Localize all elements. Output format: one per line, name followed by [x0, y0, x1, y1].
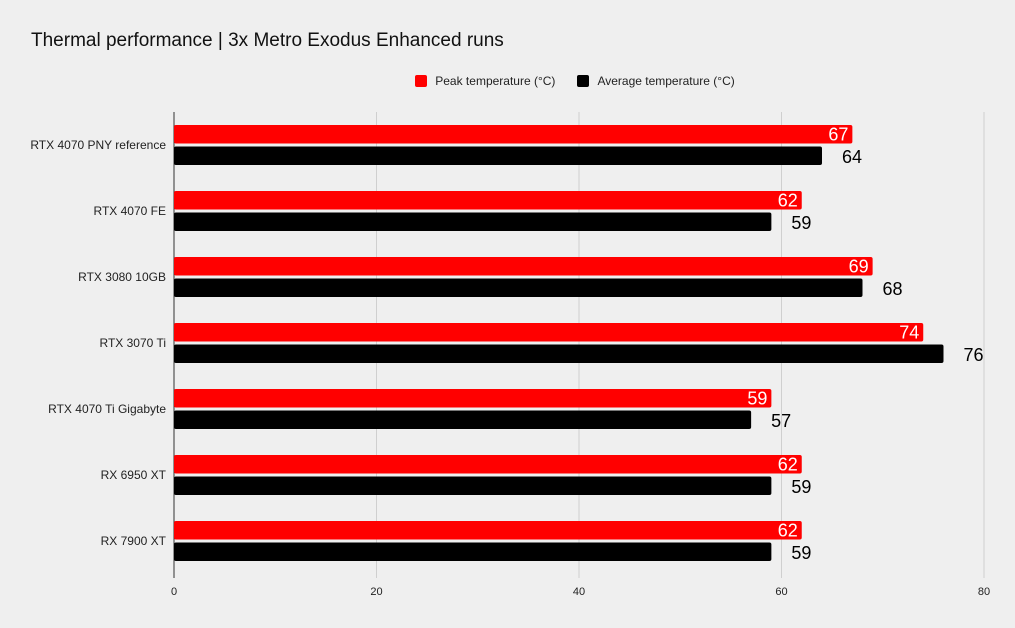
data-label-average: 59 [791, 477, 811, 497]
bar-average [174, 212, 772, 231]
data-label-average: 59 [791, 213, 811, 233]
data-label-average: 68 [883, 279, 903, 299]
legend-swatch-average [577, 75, 590, 87]
data-label-peak: 67 [828, 125, 848, 145]
bar-average [174, 410, 752, 429]
x-tick-label: 40 [573, 586, 585, 598]
data-label-peak: 62 [778, 455, 798, 475]
y-category-label: RTX 3080 10GB [78, 270, 166, 284]
bar-average [174, 344, 944, 363]
data-label-peak: 62 [778, 191, 798, 211]
x-tick-label: 20 [370, 586, 382, 598]
data-label-average: 59 [791, 543, 811, 563]
data-label-peak: 59 [747, 389, 767, 409]
y-category-label: RTX 4070 Ti Gigabyte [48, 402, 166, 416]
data-label-peak: 62 [778, 521, 798, 541]
legend: Peak temperature (°C) Average temperatur… [0, 74, 1015, 88]
data-label-average: 64 [842, 147, 862, 167]
x-tick-label: 80 [978, 586, 990, 598]
legend-item-peak: Peak temperature (°C) [280, 74, 555, 88]
bar-average [174, 476, 772, 495]
data-label-peak: 74 [899, 323, 919, 343]
bar-peak [174, 455, 802, 474]
bar-average [174, 278, 863, 297]
data-label-average: 76 [964, 345, 984, 365]
legend-label-peak: Peak temperature (°C) [435, 74, 556, 88]
legend-label-average: Average temperature (°C) [597, 74, 735, 88]
bar-average [174, 542, 772, 561]
bar-peak [174, 323, 924, 342]
bar-peak [174, 521, 802, 540]
y-category-label: RTX 4070 FE [94, 204, 166, 218]
bar-peak [174, 191, 802, 210]
y-category-label: RTX 3070 Ti [100, 336, 166, 350]
bar-average [174, 146, 822, 165]
x-tick-label: 0 [171, 586, 177, 598]
legend-swatch-peak [415, 75, 428, 87]
data-label-peak: 69 [849, 257, 869, 277]
bar-peak [174, 125, 853, 144]
chart-title: Thermal performance | 3x Metro Exodus En… [31, 30, 504, 51]
x-tick-label: 60 [775, 586, 787, 598]
y-category-label: RX 7900 XT [101, 534, 167, 548]
data-label-average: 57 [771, 411, 791, 431]
y-category-label: RX 6950 XT [101, 468, 167, 482]
bar-peak [174, 257, 873, 276]
legend-item-average: Average temperature (°C) [577, 74, 735, 88]
bar-peak [174, 389, 772, 408]
y-category-label: RTX 4070 PNY reference [30, 138, 166, 152]
